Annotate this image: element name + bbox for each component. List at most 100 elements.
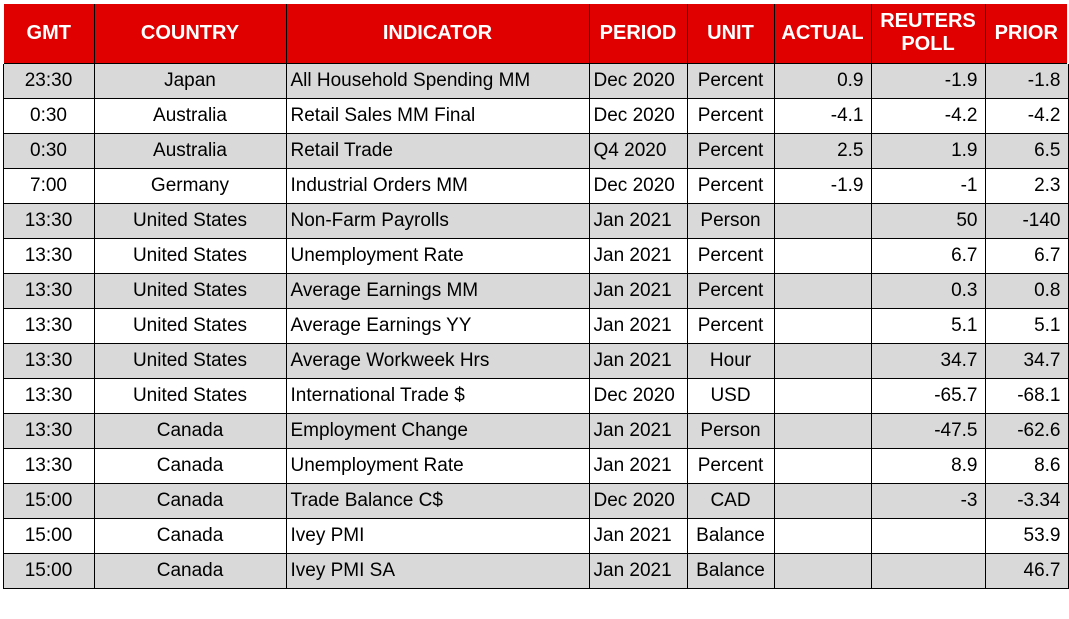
- table-row: 13:30 United States Average Workweek Hrs…: [2, 342, 1069, 379]
- cell-gmt: 0:30: [2, 97, 95, 134]
- cell-period: Dec 2020: [588, 167, 688, 204]
- table-row: 7:00 Germany Industrial Orders MM Dec 20…: [2, 167, 1069, 204]
- table-row: 0:30 Australia Retail Sales MM Final Dec…: [2, 97, 1069, 134]
- cell-indicator: Average Earnings YY: [285, 307, 590, 344]
- table-row: 13:30 United States Unemployment Rate Ja…: [2, 237, 1069, 274]
- column-header-reuters-poll: REUTERS POLL: [870, 2, 986, 64]
- cell-indicator: Trade Balance C$: [285, 482, 590, 519]
- cell-period: Jan 2021: [588, 307, 688, 344]
- cell-gmt: 13:30: [2, 342, 95, 379]
- table-row: 13:30 United States Average Earnings YY …: [2, 307, 1069, 344]
- cell-actual: [773, 412, 872, 449]
- table-row: 15:00 Canada Ivey PMI Jan 2021 Balance 5…: [2, 517, 1069, 554]
- table-row: 13:30 Canada Unemployment Rate Jan 2021 …: [2, 447, 1069, 484]
- cell-unit: Balance: [686, 552, 775, 589]
- cell-reuters-poll: -47.5: [870, 412, 986, 449]
- cell-actual: [773, 447, 872, 484]
- cell-country: United States: [93, 237, 287, 274]
- cell-reuters-poll: -3: [870, 482, 986, 519]
- cell-unit: Hour: [686, 342, 775, 379]
- cell-period: Dec 2020: [588, 97, 688, 134]
- table-header: GMT COUNTRY INDICATOR PERIOD UNIT ACTUAL…: [2, 2, 1069, 64]
- cell-country: Australia: [93, 132, 287, 169]
- cell-unit: Percent: [686, 237, 775, 274]
- cell-actual: [773, 342, 872, 379]
- cell-prior: -140: [984, 202, 1069, 239]
- cell-prior: 53.9: [984, 517, 1069, 554]
- cell-actual: [773, 377, 872, 414]
- cell-indicator: International Trade $: [285, 377, 590, 414]
- cell-unit: Percent: [686, 62, 775, 99]
- cell-indicator: Unemployment Rate: [285, 447, 590, 484]
- cell-gmt: 13:30: [2, 307, 95, 344]
- column-header-period: PERIOD: [588, 2, 688, 64]
- cell-prior: 6.5: [984, 132, 1069, 169]
- cell-gmt: 13:30: [2, 377, 95, 414]
- cell-period: Jan 2021: [588, 447, 688, 484]
- cell-prior: 8.6: [984, 447, 1069, 484]
- cell-reuters-poll: 6.7: [870, 237, 986, 274]
- cell-gmt: 15:00: [2, 517, 95, 554]
- cell-unit: Percent: [686, 132, 775, 169]
- cell-period: Dec 2020: [588, 377, 688, 414]
- cell-country: United States: [93, 307, 287, 344]
- cell-country: Canada: [93, 412, 287, 449]
- cell-gmt: 13:30: [2, 412, 95, 449]
- cell-prior: 6.7: [984, 237, 1069, 274]
- cell-indicator: Industrial Orders MM: [285, 167, 590, 204]
- cell-prior: -3.34: [984, 482, 1069, 519]
- cell-prior: 5.1: [984, 307, 1069, 344]
- cell-reuters-poll: 50: [870, 202, 986, 239]
- cell-gmt: 15:00: [2, 552, 95, 589]
- cell-period: Jan 2021: [588, 202, 688, 239]
- cell-period: Jan 2021: [588, 237, 688, 274]
- cell-actual: 2.5: [773, 132, 872, 169]
- column-header-unit: UNIT: [686, 2, 775, 64]
- cell-country: Australia: [93, 97, 287, 134]
- cell-actual: [773, 202, 872, 239]
- cell-reuters-poll: 0.3: [870, 272, 986, 309]
- cell-country: Canada: [93, 517, 287, 554]
- cell-actual: [773, 552, 872, 589]
- cell-actual: [773, 482, 872, 519]
- cell-country: United States: [93, 272, 287, 309]
- table-row: 13:30 United States International Trade …: [2, 377, 1069, 414]
- cell-unit: Percent: [686, 307, 775, 344]
- cell-actual: 0.9: [773, 62, 872, 99]
- cell-unit: Person: [686, 202, 775, 239]
- cell-gmt: 15:00: [2, 482, 95, 519]
- cell-prior: -1.8: [984, 62, 1069, 99]
- cell-indicator: Unemployment Rate: [285, 237, 590, 274]
- cell-reuters-poll: [870, 552, 986, 589]
- cell-indicator: All Household Spending MM: [285, 62, 590, 99]
- cell-indicator: Retail Trade: [285, 132, 590, 169]
- cell-unit: USD: [686, 377, 775, 414]
- cell-prior: 46.7: [984, 552, 1069, 589]
- cell-period: Jan 2021: [588, 342, 688, 379]
- cell-unit: Percent: [686, 167, 775, 204]
- column-header-prior: PRIOR: [984, 2, 1069, 64]
- cell-actual: [773, 307, 872, 344]
- cell-actual: [773, 237, 872, 274]
- cell-prior: 0.8: [984, 272, 1069, 309]
- table-row: 0:30 Australia Retail Trade Q4 2020 Perc…: [2, 132, 1069, 169]
- table-body: 23:30 Japan All Household Spending MM De…: [2, 62, 1069, 589]
- cell-reuters-poll: -1.9: [870, 62, 986, 99]
- cell-reuters-poll: -1: [870, 167, 986, 204]
- table-row: 13:30 Canada Employment Change Jan 2021 …: [2, 412, 1069, 449]
- cell-period: Jan 2021: [588, 517, 688, 554]
- cell-reuters-poll: [870, 517, 986, 554]
- cell-reuters-poll: 8.9: [870, 447, 986, 484]
- cell-unit: Percent: [686, 447, 775, 484]
- economic-calendar-table: GMT COUNTRY INDICATOR PERIOD UNIT ACTUAL…: [2, 2, 1069, 589]
- cell-gmt: 13:30: [2, 272, 95, 309]
- cell-reuters-poll: -4.2: [870, 97, 986, 134]
- cell-indicator: Retail Sales MM Final: [285, 97, 590, 134]
- table-row: 13:30 United States Average Earnings MM …: [2, 272, 1069, 309]
- cell-country: United States: [93, 342, 287, 379]
- cell-actual: -1.9: [773, 167, 872, 204]
- column-header-actual: ACTUAL: [773, 2, 872, 64]
- cell-prior: -4.2: [984, 97, 1069, 134]
- cell-indicator: Ivey PMI SA: [285, 552, 590, 589]
- cell-unit: CAD: [686, 482, 775, 519]
